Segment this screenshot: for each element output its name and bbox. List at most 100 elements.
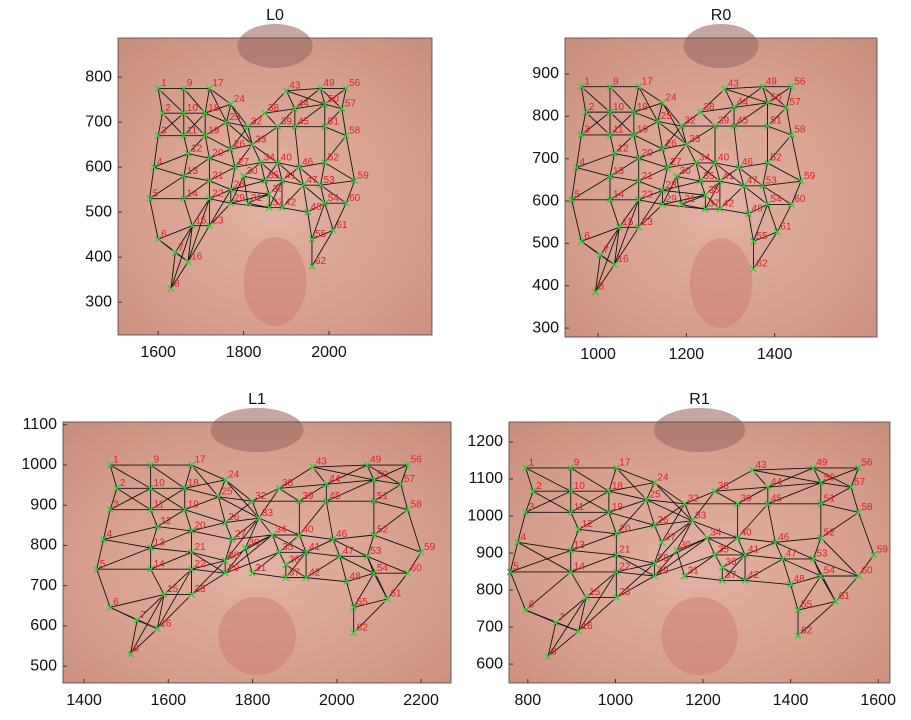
panel: R180010001200140016006007008009001000110… <box>467 391 896 709</box>
y-tick-label: 800 <box>476 581 503 598</box>
point-label: 59 <box>358 170 370 181</box>
x-tick-label: 1400 <box>757 346 793 363</box>
point-label: 3 <box>113 499 119 510</box>
point-label: 41 <box>748 545 760 556</box>
point-label: 39 <box>741 493 753 504</box>
point-label: 23 <box>619 587 631 598</box>
point-label: 62 <box>315 256 327 267</box>
point-label: 11 <box>187 125 198 136</box>
point-label: 13 <box>154 538 166 549</box>
y-tick-label: 900 <box>30 496 57 513</box>
point-label: 31 <box>688 566 700 577</box>
point-label: 31 <box>255 563 267 574</box>
point-label: 25 <box>650 489 662 500</box>
y-tick-label: 1200 <box>467 433 503 450</box>
point-label: 60 <box>794 194 806 205</box>
point-label: 24 <box>234 94 246 105</box>
point-label: 5 <box>153 188 159 199</box>
y-tick-label: 600 <box>85 158 112 175</box>
point-label: 33 <box>262 508 274 519</box>
point-label: 35 <box>718 545 730 556</box>
point-label: 9 <box>574 458 580 469</box>
point-label: 42 <box>309 567 321 578</box>
point-label: 61 <box>839 591 851 602</box>
point-label: 24 <box>657 472 669 483</box>
point-label: 34 <box>710 528 722 539</box>
point-label: 3 <box>161 125 167 136</box>
point-label: 14 <box>154 559 166 570</box>
x-tick-label: 2200 <box>403 692 439 709</box>
y-tick-label: 900 <box>476 544 503 561</box>
point-label: 41 <box>309 542 321 553</box>
point-label: 29 <box>234 193 246 204</box>
point-label: 13 <box>574 540 586 551</box>
point-label: 31 <box>251 193 263 204</box>
point-label: 33 <box>689 134 701 145</box>
point-label: 46 <box>778 532 790 543</box>
point-label: 28 <box>666 180 678 191</box>
point-label: 60 <box>349 193 361 204</box>
point-label: 46 <box>742 157 754 168</box>
point-label: 33 <box>255 134 267 145</box>
point-label: 15 <box>589 587 601 598</box>
point-label: 14 <box>187 188 199 199</box>
point-label: 55 <box>315 229 327 240</box>
point-label: 38 <box>268 103 280 114</box>
point-label: 30 <box>680 166 692 177</box>
point-label: 10 <box>187 103 199 114</box>
panel-title: R1 <box>689 391 710 408</box>
point-label: 59 <box>804 171 816 182</box>
point-label: 19 <box>208 125 220 136</box>
y-tick-label: 300 <box>85 293 112 310</box>
point-label: 49 <box>766 76 778 87</box>
point-label: 14 <box>574 562 586 573</box>
panel: R010001200140030040050060070080090012345… <box>532 7 877 363</box>
x-tick-label: 1200 <box>685 692 721 709</box>
point-label: 44 <box>329 474 341 485</box>
point-label: 40 <box>741 528 753 539</box>
point-label: 16 <box>582 621 594 632</box>
y-tick-label: 700 <box>85 113 112 130</box>
point-label: 51 <box>771 116 783 127</box>
point-label: 16 <box>160 618 172 629</box>
point-label: 39 <box>281 116 293 127</box>
point-label: 51 <box>377 491 389 502</box>
point-label: 50 <box>824 472 836 483</box>
x-tick-label: 1600 <box>860 692 896 709</box>
point-label: 29 <box>657 566 669 577</box>
x-tick-label: 1000 <box>580 346 616 363</box>
point-label: 4 <box>106 529 112 540</box>
point-label: 2 <box>589 102 595 113</box>
point-label: 7 <box>559 612 565 623</box>
x-tick-label: 2000 <box>319 692 355 709</box>
point-label: 35 <box>703 171 715 182</box>
point-label: 55 <box>801 600 813 611</box>
x-tick-label: 2000 <box>311 344 347 361</box>
y-tick-label: 600 <box>476 655 503 672</box>
point-label: 49 <box>323 78 335 89</box>
point-label: 4 <box>521 532 527 543</box>
point-label: 8 <box>133 644 139 655</box>
point-label: 25 <box>230 112 242 123</box>
point-label: 61 <box>780 222 792 233</box>
point-label: 22 <box>212 188 224 199</box>
point-label: 2 <box>120 478 126 489</box>
y-tick-label: 500 <box>532 235 559 252</box>
point-label: 57 <box>790 97 802 108</box>
point-label: 53 <box>323 175 335 186</box>
point-label: 57 <box>404 474 416 485</box>
point-label: 24 <box>666 92 678 103</box>
point-label: 27 <box>665 532 677 543</box>
point-label: 32 <box>685 116 697 127</box>
point-label: 5 <box>513 562 519 573</box>
point-label: 12 <box>582 519 594 530</box>
point-label: 47 <box>747 175 759 186</box>
point-label: 6 <box>161 229 167 240</box>
point-label: 61 <box>336 220 348 231</box>
point-label: 20 <box>619 523 631 534</box>
point-label: 49 <box>816 458 828 469</box>
y-tick-label: 800 <box>532 108 559 125</box>
panel-title: L1 <box>248 391 266 408</box>
point-label: 18 <box>637 102 649 113</box>
